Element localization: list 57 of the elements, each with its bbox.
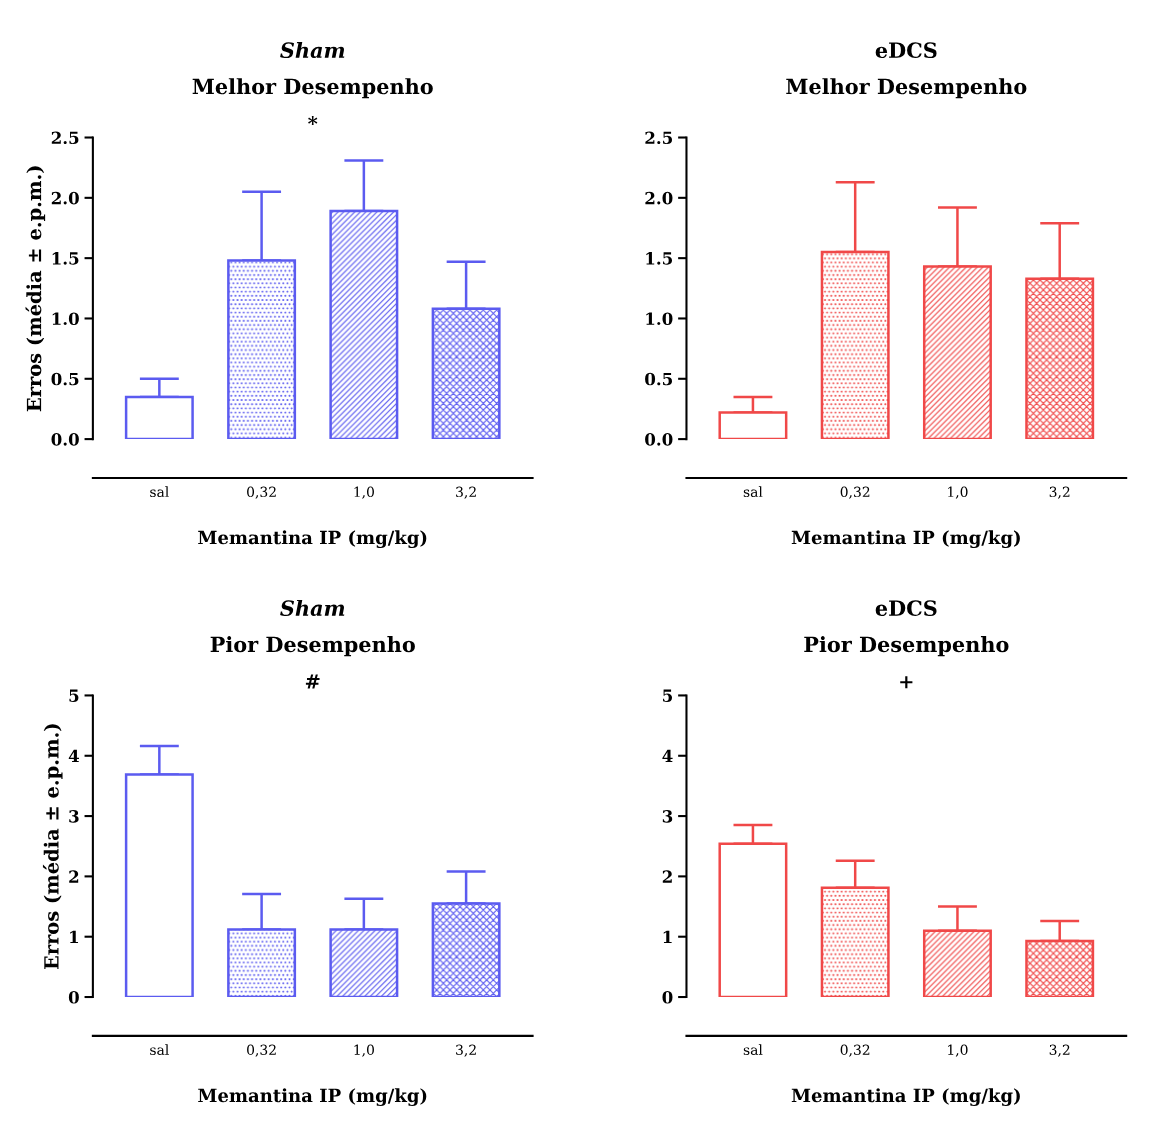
x-tick-label: 1,0 bbox=[354, 486, 374, 499]
y-tick-label: 0.5 bbox=[51, 372, 79, 386]
y-tick-label: 0.5 bbox=[645, 372, 673, 386]
chart-title: Sham bbox=[280, 599, 345, 617]
x-tick-label: 1,0 bbox=[948, 486, 968, 499]
x-tick-label: 0,32 bbox=[840, 1044, 870, 1057]
y-tick-label: 5 bbox=[663, 689, 673, 703]
y-tick-label: 2.5 bbox=[51, 131, 79, 145]
y-axis-title: Erros (média ± e.p.m.) bbox=[25, 166, 46, 412]
y-tick-label: 1 bbox=[663, 930, 672, 944]
y-tick-label: 1.5 bbox=[646, 252, 673, 265]
y-tick-label: 4 bbox=[662, 749, 673, 763]
y-tick-label: 3 bbox=[69, 810, 79, 823]
chart-title: Sham bbox=[280, 41, 345, 59]
x-tick-label: sal bbox=[743, 486, 763, 498]
x-tick-label: 0,32 bbox=[840, 486, 870, 499]
x-tick-label: 3,2 bbox=[1049, 1044, 1070, 1057]
x-tick-label: 3,2 bbox=[1049, 486, 1070, 499]
y-tick-label: 2.0 bbox=[51, 191, 79, 205]
x-tick-label: sal bbox=[150, 486, 169, 498]
y-tick-label: 2 bbox=[69, 870, 79, 883]
y-tick-label: 4 bbox=[68, 749, 79, 763]
y-tick-label: 0.0 bbox=[51, 433, 79, 446]
y-axis-title: Erros (média ± e.p.m.) bbox=[42, 724, 63, 970]
y-tick-label: 2.5 bbox=[645, 131, 673, 145]
chart-title: eDCS bbox=[875, 42, 937, 59]
x-tick-label: 0,32 bbox=[247, 1044, 276, 1057]
x-tick-label: 1,0 bbox=[354, 1044, 374, 1057]
x-axis-title: Memantina IP (mg/kg) bbox=[791, 530, 1020, 549]
x-tick-label: sal bbox=[743, 1044, 763, 1055]
y-tick-label: 0 bbox=[68, 990, 79, 1004]
chart-subtitle: Melhor Desempenho bbox=[192, 78, 433, 99]
y-tick-label: 2.0 bbox=[645, 191, 673, 205]
y-tick-label: 1.5 bbox=[52, 252, 79, 265]
y-tick-label: 5 bbox=[69, 689, 79, 703]
x-tick-label: 1,0 bbox=[948, 1044, 968, 1057]
x-tick-label: sal bbox=[150, 1044, 169, 1055]
y-tick-label: 1 bbox=[70, 930, 79, 944]
text: # bbox=[305, 674, 320, 689]
x-tick-label: 0,32 bbox=[247, 486, 276, 499]
text: + bbox=[900, 676, 913, 689]
x-axis-title: Memantina IP (mg/kg) bbox=[198, 530, 427, 549]
y-tick-label: 0.0 bbox=[645, 433, 673, 446]
x-tick-label: 3,2 bbox=[456, 486, 476, 499]
text: * bbox=[308, 116, 318, 126]
chart-title: eDCS bbox=[875, 600, 937, 617]
y-tick-label: 3 bbox=[662, 810, 673, 823]
chart-subtitle: Pior Desempenho bbox=[210, 636, 415, 657]
y-tick-label: 2 bbox=[662, 870, 672, 883]
x-axis-title: Memantina IP (mg/kg) bbox=[198, 1088, 427, 1106]
x-axis-title: Memantina IP (mg/kg) bbox=[791, 1088, 1020, 1106]
chart-subtitle: Pior Desempenho bbox=[804, 636, 1009, 657]
x-tick-label: 3,2 bbox=[456, 1044, 476, 1057]
y-tick-label: 1.0 bbox=[646, 312, 673, 326]
y-tick-label: 1.0 bbox=[52, 312, 79, 326]
y-tick-label: 0 bbox=[662, 990, 673, 1004]
chart-subtitle: Melhor Desempenho bbox=[786, 78, 1027, 99]
